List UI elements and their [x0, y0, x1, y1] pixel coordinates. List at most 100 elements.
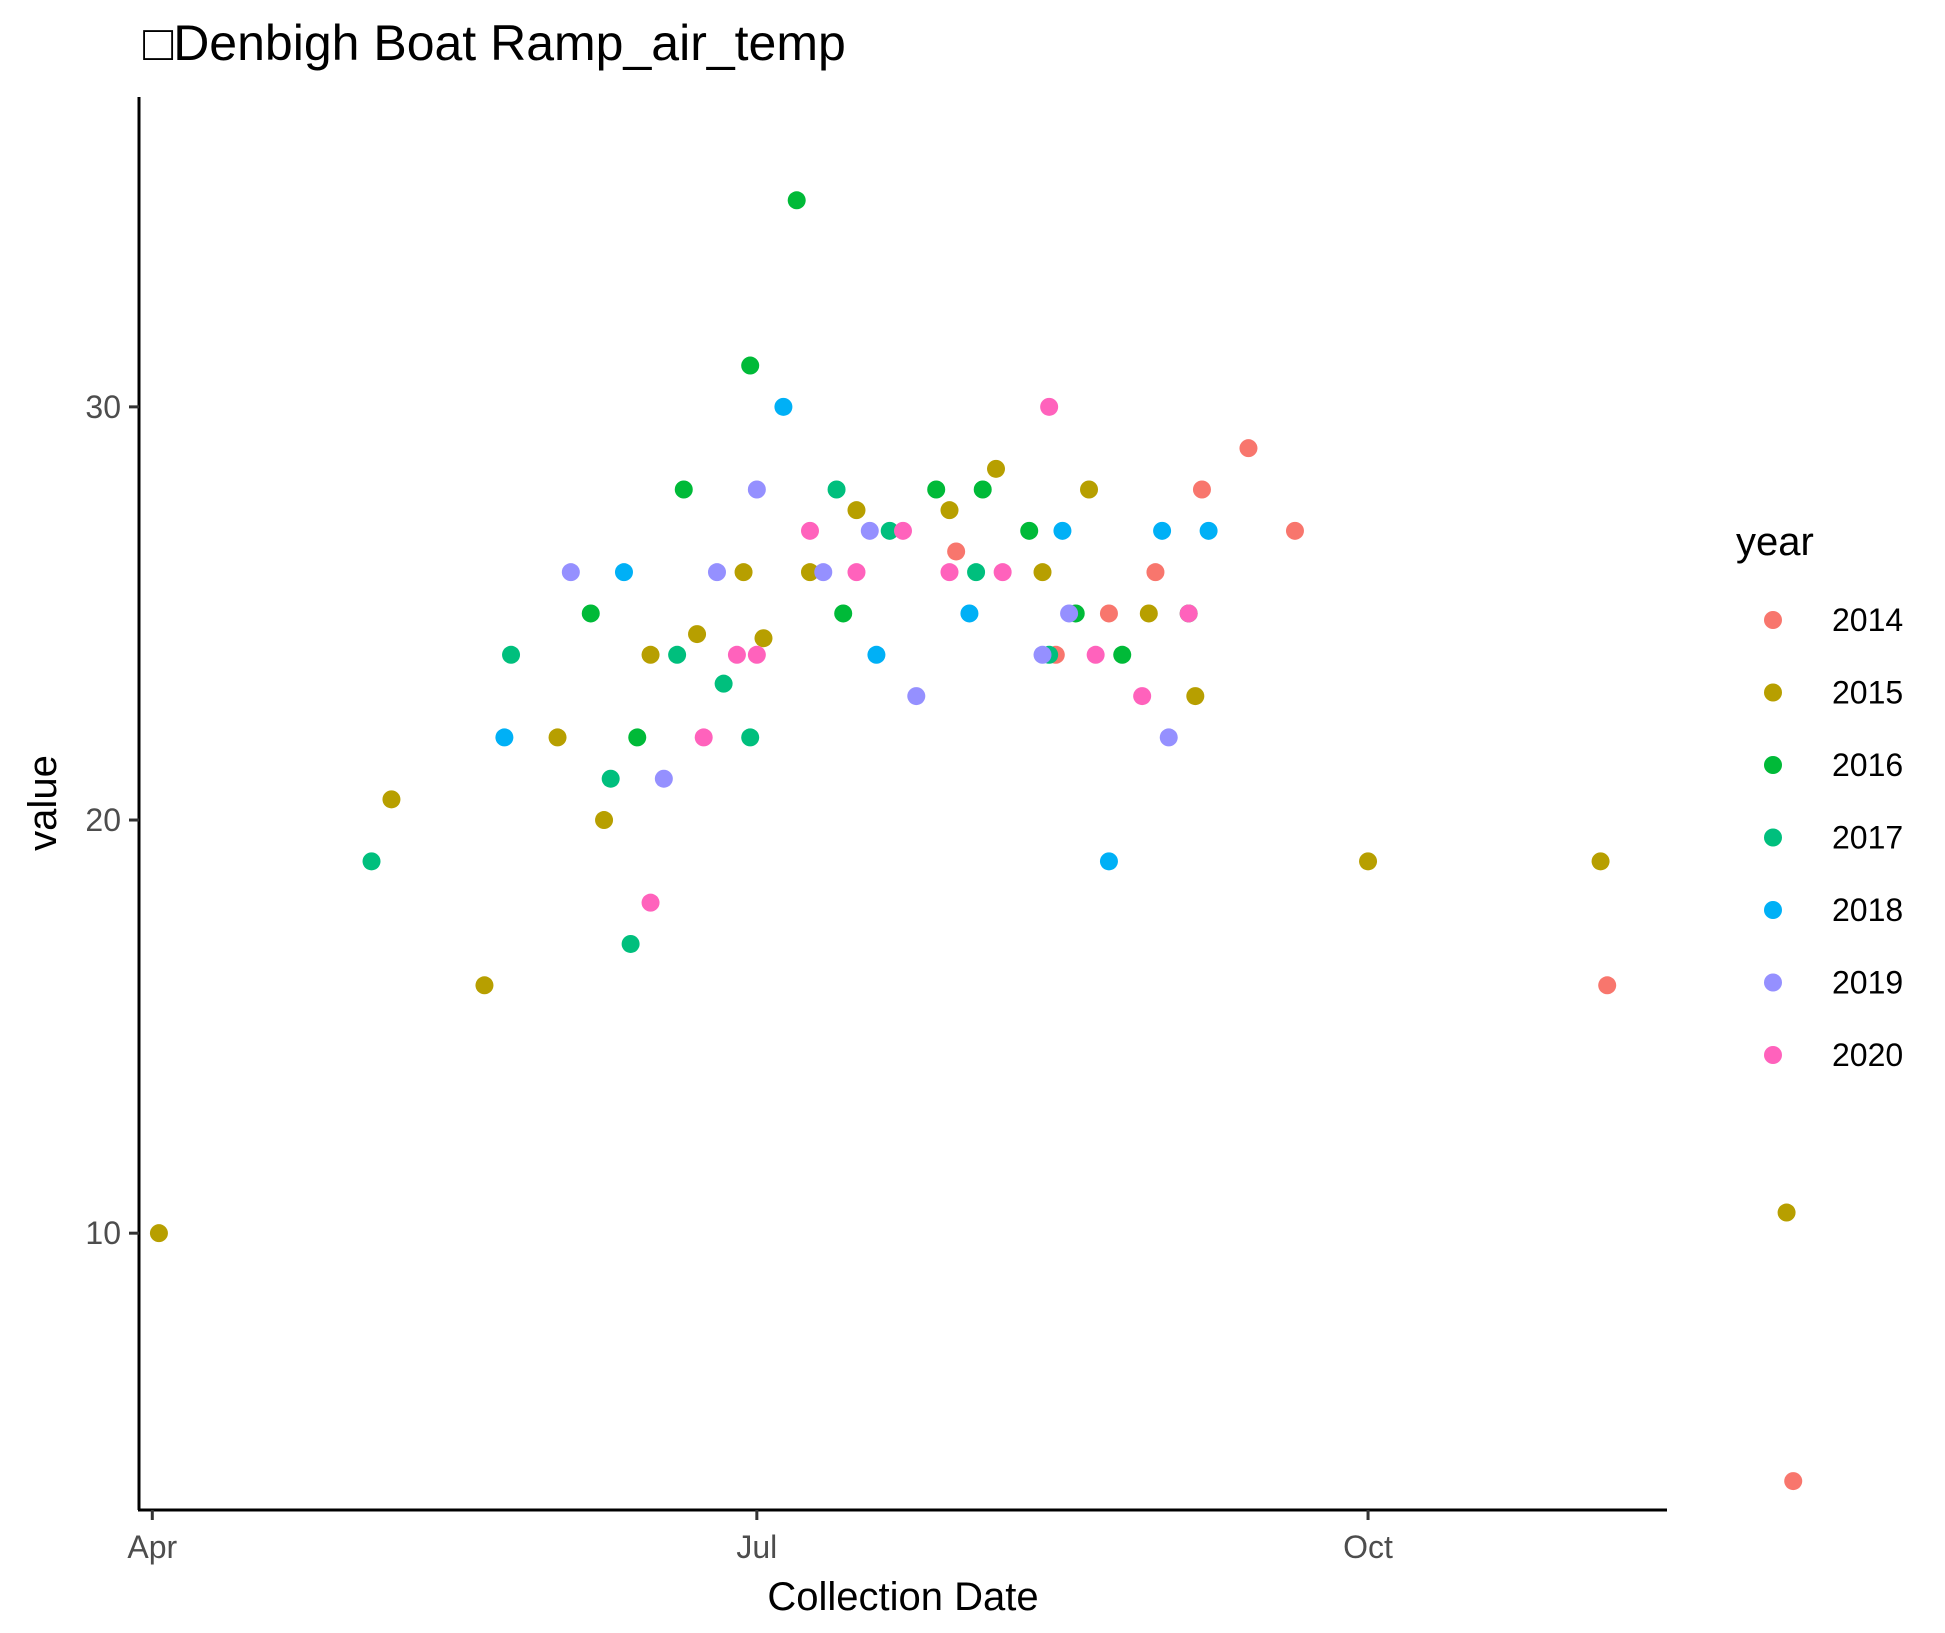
data-point-2016 — [1113, 645, 1132, 664]
legend-key-2015 — [1764, 683, 1782, 702]
data-point-2016 — [581, 604, 600, 623]
chart-title: □Denbigh Boat Ramp_air_temp — [143, 15, 846, 71]
data-point-2016 — [834, 604, 853, 623]
data-point-2015 — [688, 625, 707, 644]
x-tick-label: Apr — [127, 1529, 177, 1565]
data-point-2018 — [960, 604, 979, 623]
data-point-2020 — [1179, 604, 1198, 623]
data-point-2014 — [1598, 976, 1617, 995]
data-point-2019 — [1159, 728, 1178, 747]
data-point-2014 — [1192, 480, 1211, 499]
data-point-2017 — [362, 852, 381, 871]
data-point-2018 — [1099, 852, 1118, 871]
y-tick-label: 20 — [85, 802, 121, 838]
data-point-2015 — [1777, 1203, 1796, 1222]
data-point-2018 — [614, 563, 633, 582]
data-point-2019 — [747, 480, 766, 499]
data-point-2015 — [754, 629, 773, 648]
data-point-2017 — [880, 521, 899, 540]
data-point-2020 — [1040, 397, 1059, 416]
data-point-2016 — [628, 728, 647, 747]
data-point-2018 — [1199, 521, 1218, 540]
data-point-2014 — [1784, 1472, 1803, 1491]
data-point-2017 — [827, 480, 846, 499]
data-point-2016 — [1020, 521, 1039, 540]
data-point-2019 — [1060, 604, 1079, 623]
data-point-2014 — [1099, 604, 1118, 623]
data-point-2014 — [1146, 563, 1165, 582]
legend-key-2019 — [1764, 973, 1782, 992]
data-point-2015 — [1186, 687, 1205, 706]
axes — [137, 97, 1667, 1512]
legend-label-2018: 2018 — [1832, 892, 1903, 928]
data-point-2020 — [940, 563, 959, 582]
data-point-2019 — [907, 687, 926, 706]
data-point-2014 — [947, 542, 966, 561]
data-point-2015 — [1591, 852, 1610, 871]
data-point-2015 — [548, 728, 567, 747]
data-point-2017 — [741, 728, 760, 747]
data-point-2014 — [1239, 439, 1258, 458]
legend-key-2014 — [1764, 611, 1782, 629]
data-points — [149, 191, 1803, 1491]
data-point-2019 — [561, 563, 580, 582]
data-point-2017 — [714, 674, 733, 693]
data-point-2016 — [787, 191, 806, 210]
data-point-2020 — [694, 728, 713, 747]
y-tick-label: 30 — [85, 389, 121, 425]
data-point-2015 — [641, 645, 660, 664]
data-point-2019 — [707, 563, 726, 582]
legend-key-2018 — [1764, 901, 1782, 919]
data-point-2017 — [601, 769, 620, 788]
data-point-2016 — [674, 480, 693, 499]
data-point-2015 — [149, 1224, 168, 1243]
data-point-2017 — [621, 934, 640, 953]
data-point-2020 — [800, 521, 819, 540]
legend-label-2016: 2016 — [1832, 747, 1903, 783]
data-point-2020 — [747, 645, 766, 664]
data-point-2015 — [940, 501, 959, 520]
y-axis-ticks: 10 20 30 — [85, 389, 139, 1251]
data-point-2018 — [867, 645, 886, 664]
data-point-2015 — [382, 790, 401, 809]
x-axis-title: Collection Date — [767, 1575, 1038, 1619]
data-point-2019 — [814, 563, 833, 582]
data-point-2020 — [894, 521, 912, 540]
data-point-2018 — [774, 397, 793, 416]
legend-key-2017 — [1764, 828, 1782, 847]
legend-items: 2014 2015 2016 2017 2018 2019 2020 — [1764, 602, 1903, 1073]
data-point-2014 — [1285, 521, 1304, 540]
legend-key-2016 — [1764, 756, 1782, 774]
legend-title: year — [1736, 520, 1814, 564]
data-point-2015 — [1359, 852, 1378, 871]
data-point-2018 — [1153, 521, 1172, 540]
data-point-2017 — [967, 563, 986, 582]
y-tick-label: 10 — [85, 1215, 121, 1251]
data-point-2016 — [927, 480, 946, 499]
y-axis-title: value — [21, 755, 65, 851]
data-point-2017 — [502, 645, 521, 664]
data-point-2015 — [1080, 480, 1099, 499]
data-point-2019 — [860, 521, 879, 540]
data-point-2016 — [741, 356, 760, 375]
x-tick-label: Jul — [736, 1529, 777, 1565]
data-point-2016 — [973, 480, 992, 499]
data-point-2020 — [847, 563, 866, 582]
legend-label-2017: 2017 — [1832, 820, 1903, 856]
legend: year 2014 2015 2016 2017 2018 2019 2020 — [1736, 520, 1903, 1073]
legend-label-2020: 2020 — [1832, 1037, 1903, 1073]
data-point-2015 — [1139, 604, 1158, 623]
data-point-2020 — [641, 893, 660, 912]
data-point-2019 — [654, 769, 673, 788]
data-point-2020 — [727, 645, 746, 664]
data-point-2020 — [993, 563, 1012, 582]
data-point-2018 — [1053, 521, 1072, 540]
legend-label-2014: 2014 — [1832, 602, 1903, 638]
legend-label-2019: 2019 — [1832, 965, 1903, 1001]
x-tick-label: Oct — [1343, 1529, 1393, 1565]
data-point-2015 — [734, 563, 753, 582]
data-point-2015 — [800, 563, 819, 582]
legend-label-2015: 2015 — [1832, 675, 1903, 711]
